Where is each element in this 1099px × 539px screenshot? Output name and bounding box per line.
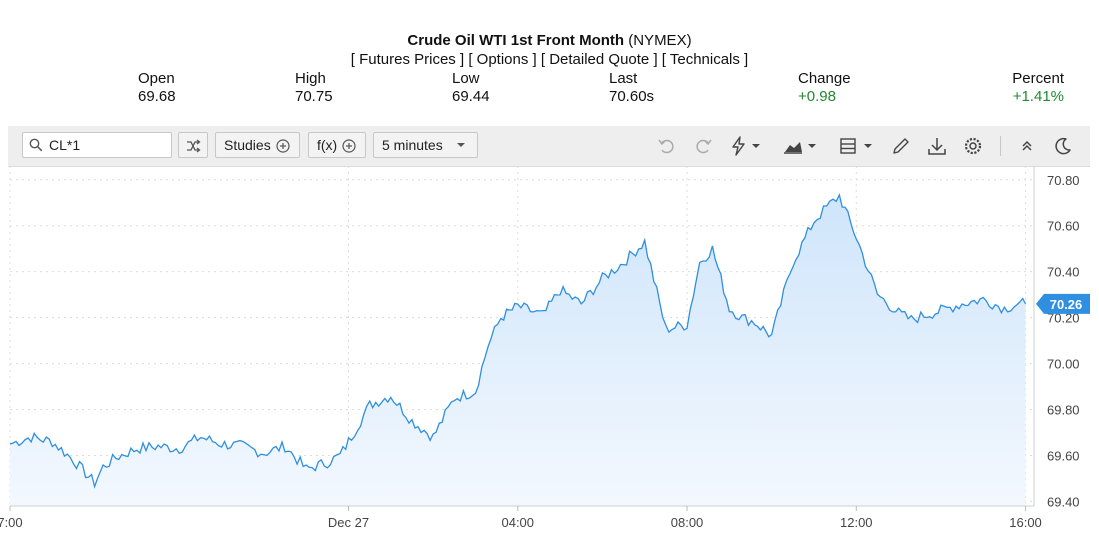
stat-label: Last xyxy=(609,70,638,87)
add-circle-icon xyxy=(275,139,290,153)
y-tick-label: 70.00 xyxy=(1047,357,1080,372)
quote-links: [ Futures Prices ] [ Options ] [ Detaile… xyxy=(0,51,1099,68)
detailed-quote-link[interactable]: [ Detailed Quote ] xyxy=(540,51,658,68)
y-tick-label: 70.40 xyxy=(1047,265,1080,280)
y-axis-ticks: 69.40 69.60 69.80 70.00 70.20 70.40 70.60 70.80 xyxy=(1047,173,1080,510)
compare-icon xyxy=(187,139,201,153)
studies-button[interactable]: Studies xyxy=(215,132,300,158)
stat-label: Open xyxy=(138,70,175,87)
price-chart-svg[interactable]: 69.40 69.60 69.80 70.00 70.20 70.40 70.60 70.80… xyxy=(0,166,1099,534)
undo-icon[interactable] xyxy=(656,135,678,157)
collapse-icon[interactable] xyxy=(1016,135,1038,157)
x-tick-label: 08:00 xyxy=(671,515,704,530)
pencil-icon[interactable] xyxy=(890,135,912,157)
y-tick-label: 70.60 xyxy=(1047,219,1080,234)
options-link[interactable]: [ Options ] xyxy=(468,51,537,68)
x-tick-label: 16:00 xyxy=(1009,515,1042,530)
futures-prices-link[interactable]: [ Futures Prices ] xyxy=(350,51,465,68)
y-tick-label: 69.60 xyxy=(1047,448,1080,463)
interval-label: 5 minutes xyxy=(382,137,443,153)
download-icon[interactable] xyxy=(926,135,948,157)
gear-icon[interactable] xyxy=(962,135,984,157)
add-circle-icon xyxy=(342,139,356,153)
redo-icon[interactable] xyxy=(692,135,714,157)
interval-select[interactable]: 5 minutes xyxy=(373,132,478,158)
technicals-link[interactable]: [ Technicals ] xyxy=(661,51,749,68)
stat-value: +1.41% xyxy=(1012,88,1064,105)
x-tick-label: Dec 27 xyxy=(328,515,369,530)
quote-title: Crude Oil WTI 1st Front Month (NYMEX) xyxy=(0,32,1099,49)
last-price-badge: 70.26 xyxy=(1036,293,1090,314)
stat-percent: Percent +1.41% xyxy=(1012,70,1064,106)
y-tick-label: 70.20 xyxy=(1047,311,1080,326)
price-line xyxy=(9,192,1027,489)
price-chart[interactable]: 69.40 69.60 69.80 70.00 70.20 70.40 70.60 70.80… xyxy=(0,166,1099,534)
moon-icon[interactable] xyxy=(1052,135,1074,157)
stat-value: +0.98 xyxy=(798,88,836,105)
fx-button[interactable]: f(x) xyxy=(308,132,367,158)
toolbar-divider xyxy=(1000,136,1001,156)
studies-label: Studies xyxy=(224,137,271,153)
exchange-name: (NYMEX) xyxy=(628,32,692,49)
symbol-input[interactable] xyxy=(49,136,165,154)
x-tick-label: 7:00 xyxy=(0,515,23,530)
stat-open: Open 69.68 xyxy=(138,70,176,106)
stat-label: High xyxy=(295,70,326,87)
chart-toolbar: Studies f(x) 5 minutes xyxy=(8,126,1090,167)
y-tick-label: 69.80 xyxy=(1047,403,1080,418)
stat-value: 69.68 xyxy=(138,88,176,105)
layout-icon[interactable] xyxy=(838,135,878,157)
last-price-badge-shape xyxy=(1036,293,1090,314)
x-tick-label: 04:00 xyxy=(501,515,534,530)
price-area xyxy=(10,194,1026,506)
stat-label: Percent xyxy=(1012,70,1064,87)
stat-label: Change xyxy=(798,70,851,87)
stat-label: Low xyxy=(452,70,480,87)
compare-button[interactable] xyxy=(178,132,208,158)
symbol-search[interactable] xyxy=(22,132,172,158)
x-axis-ticks: 7:00 Dec 27 04:00 08:00 12:00 16:00 xyxy=(0,506,1042,530)
search-icon xyxy=(29,138,43,152)
stat-low: Low 69.44 xyxy=(452,70,490,106)
stat-value: 70.60s xyxy=(609,88,655,105)
stat-last: Last 70.60s xyxy=(609,70,654,106)
stat-change: Change +0.98 xyxy=(798,70,851,106)
instrument-name: Crude Oil WTI 1st Front Month xyxy=(407,32,625,49)
fx-label: f(x) xyxy=(317,137,338,153)
lightning-icon[interactable] xyxy=(728,135,768,157)
last-price-label: 70.26 xyxy=(1050,297,1083,312)
stat-value: 69.44 xyxy=(452,88,490,105)
y-tick-label: 69.40 xyxy=(1047,494,1080,509)
stat-value: 70.75 xyxy=(295,88,333,105)
chevron-down-icon xyxy=(457,143,465,147)
chart-type-icon[interactable] xyxy=(782,135,822,157)
x-tick-label: 12:00 xyxy=(840,515,873,530)
y-tick-label: 70.80 xyxy=(1047,173,1080,188)
stat-high: High 70.75 xyxy=(295,70,333,106)
